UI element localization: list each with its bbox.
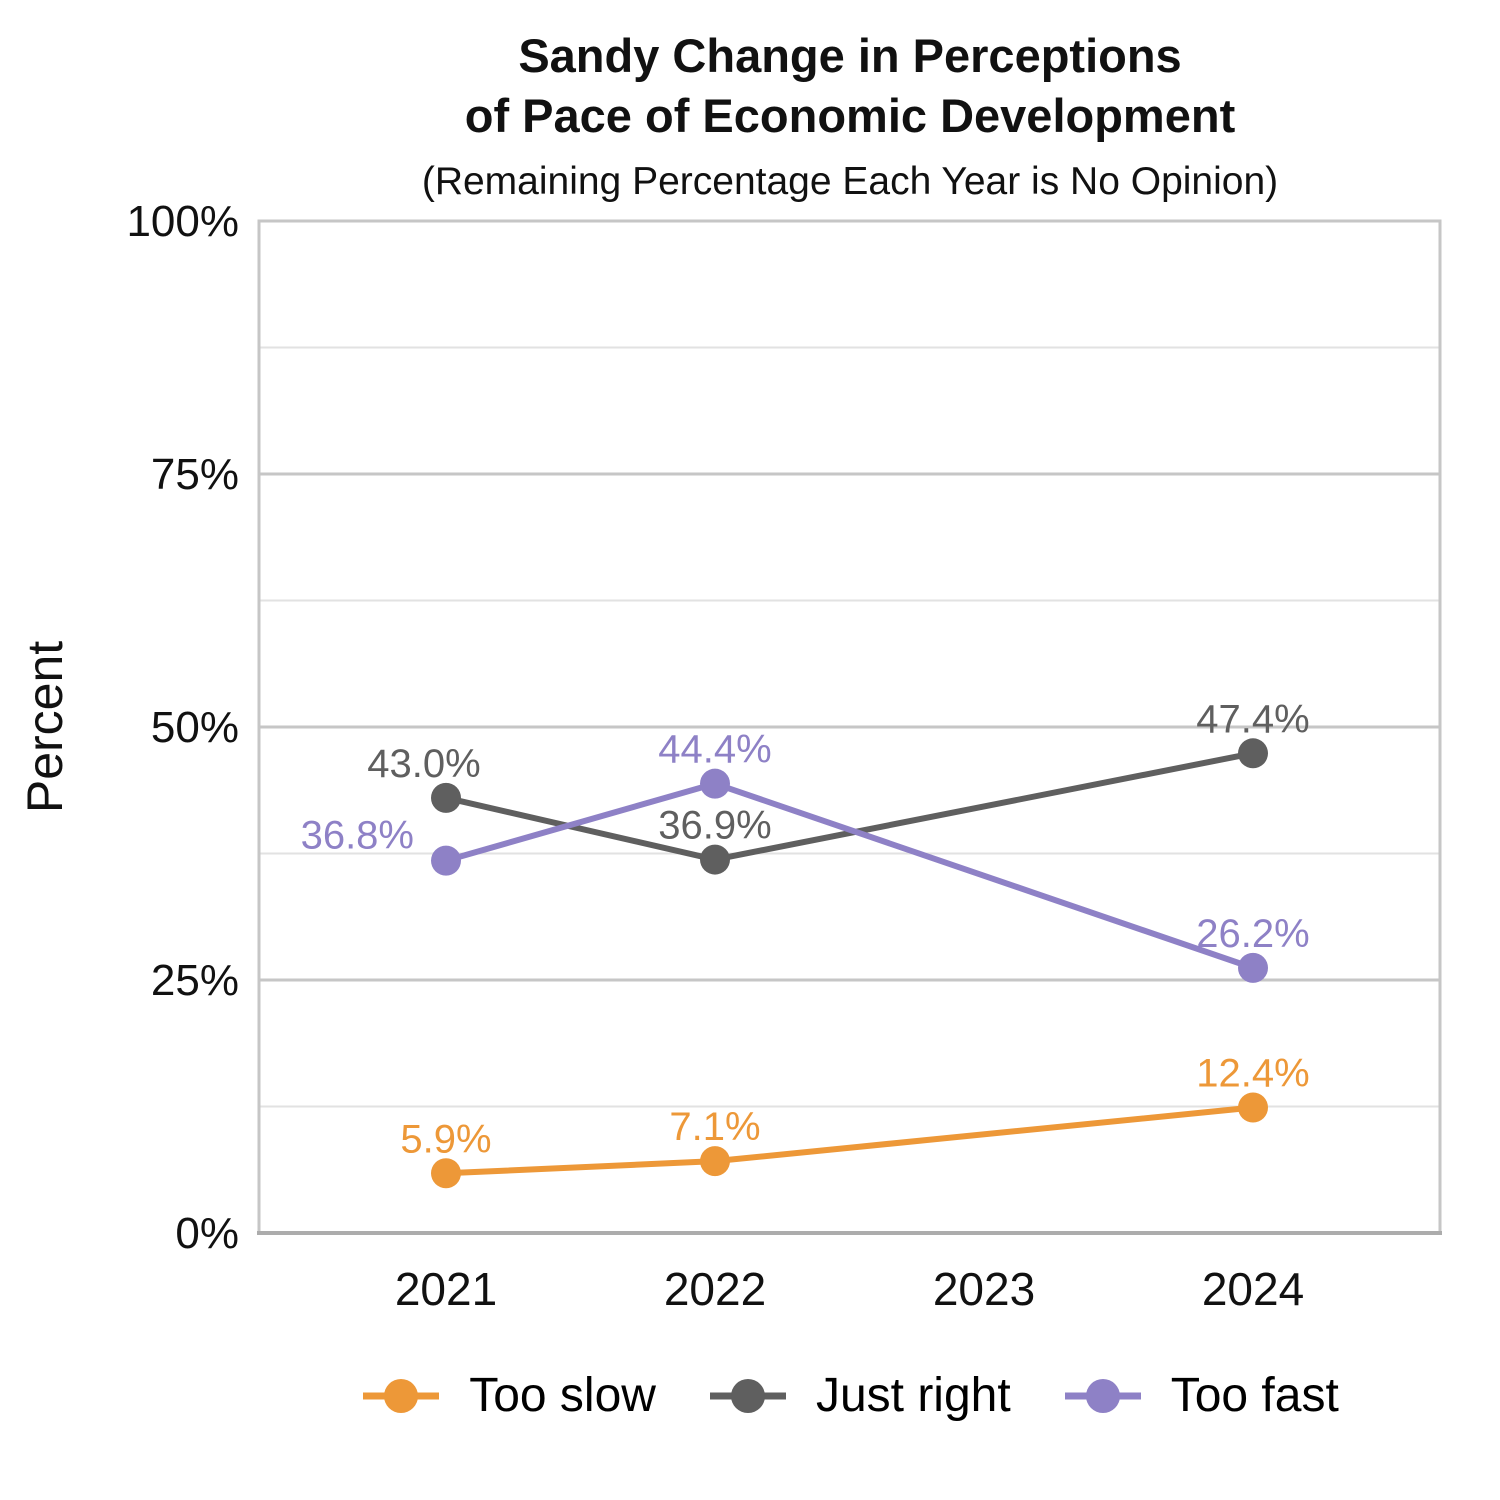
y-tick-label: 50% <box>151 703 239 752</box>
legend-item-too-slow: Too slow <box>361 1368 656 1423</box>
data-point-label: 47.4% <box>1196 697 1309 741</box>
chart-subtitle: (Remaining Percentage Each Year is No Op… <box>421 160 1279 203</box>
data-point <box>700 1146 730 1177</box>
y-axis-title: Percent <box>17 641 73 813</box>
x-tick-label: 2024 <box>1202 1263 1304 1315</box>
legend-label: Too slow <box>469 1369 656 1422</box>
data-point <box>700 844 730 875</box>
data-point-label: 26.2% <box>1196 912 1309 956</box>
y-tick-label: 25% <box>151 956 239 1005</box>
data-point-label: 36.9% <box>658 804 771 848</box>
legend-label: Too fast <box>1170 1369 1339 1422</box>
legend-marker-icon <box>363 1378 440 1413</box>
data-point-label: 7.1% <box>669 1105 760 1149</box>
data-point-label: 12.4% <box>1196 1052 1309 1096</box>
data-point <box>1238 738 1268 769</box>
x-tick-label: 2022 <box>664 1263 766 1315</box>
series-line-too-slow <box>443 1104 1256 1177</box>
chart-header: Sandy Change in Perceptions of Pace of E… <box>200 26 1500 204</box>
chart-title-line2: of Pace of Economic Development <box>464 89 1236 142</box>
y-tick-label: 75% <box>151 450 239 499</box>
data-point-label: 36.8% <box>301 814 414 858</box>
x-tick-label: 2023 <box>933 1263 1035 1315</box>
x-tick-label: 2021 <box>395 1263 497 1315</box>
data-point <box>700 768 730 799</box>
y-tick-label: 0% <box>175 1209 239 1258</box>
legend-label: Just right <box>815 1369 1011 1422</box>
series-line-just-right <box>443 750 1256 863</box>
legend-item-just-right: Just right <box>708 1368 1011 1423</box>
line-chart: 0% 25% 50% 75% 100% 2021 2022 2023 2024 Percent 5.… <box>17 197 1442 1315</box>
series-line-too-fast <box>443 780 1256 971</box>
data-point <box>431 845 461 876</box>
data-point-label: 5.9% <box>400 1117 491 1161</box>
data-point <box>431 1158 461 1189</box>
legend-item-too-fast: Too fast <box>1063 1368 1339 1423</box>
legend-marker-icon <box>709 1378 786 1413</box>
chart-title-line1: Sandy Change in Perceptions <box>518 29 1182 82</box>
y-tick-label: 100% <box>126 197 239 246</box>
data-point <box>431 782 461 813</box>
legend-marker-icon <box>1064 1378 1141 1413</box>
chart-legend: Too slow Just right Too fast <box>200 1368 1500 1423</box>
data-point <box>1238 1092 1268 1123</box>
data-point <box>1238 952 1268 983</box>
chart-title: Sandy Change in Perceptions of Pace of E… <box>200 26 1500 146</box>
data-point-label: 44.4% <box>658 728 771 772</box>
data-point-label: 43.0% <box>367 742 480 786</box>
